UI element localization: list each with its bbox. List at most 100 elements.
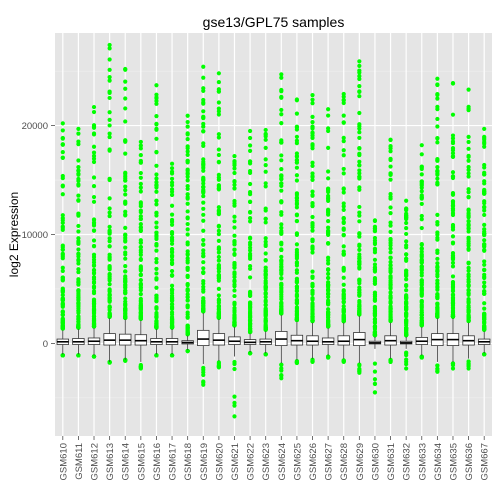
outlier-point	[123, 87, 127, 91]
outlier-point	[326, 261, 330, 265]
outlier-point	[108, 298, 112, 302]
outlier-point	[248, 241, 252, 245]
outlier-point	[373, 218, 377, 222]
outlier-point	[482, 208, 486, 212]
outlier-point	[123, 252, 127, 256]
outlier-point	[482, 249, 486, 253]
outlier-point	[451, 302, 455, 306]
outlier-point	[295, 307, 299, 311]
outlier-point	[201, 109, 205, 113]
outlier-point	[373, 390, 377, 394]
outlier-point	[139, 305, 143, 309]
outlier-point	[279, 248, 283, 252]
outlier-point	[154, 260, 158, 264]
outlier-point	[326, 113, 330, 117]
outlier-point	[466, 366, 470, 370]
outlier-point	[61, 142, 65, 146]
outlier-point	[326, 230, 330, 234]
outlier-point	[201, 260, 205, 264]
outlier-point	[248, 314, 252, 318]
outlier-point	[186, 196, 190, 200]
outlier-point	[170, 321, 174, 325]
outlier-point	[373, 317, 377, 321]
outlier-point	[310, 290, 314, 294]
outlier-point	[108, 225, 112, 229]
outlier-point	[217, 224, 221, 228]
outlier-point	[482, 263, 486, 267]
outlier-point	[388, 157, 392, 161]
outlier-point	[217, 173, 221, 177]
outlier-point	[217, 71, 221, 75]
outlier-point	[186, 120, 190, 124]
outlier-point	[139, 245, 143, 249]
outlier-point	[326, 291, 330, 295]
outlier-point	[404, 331, 408, 335]
outlier-point	[170, 325, 174, 329]
outlier-point	[451, 313, 455, 317]
outlier-point	[76, 177, 80, 181]
outlier-point	[279, 158, 283, 162]
outlier-point	[76, 165, 80, 169]
outlier-point	[279, 376, 283, 380]
outlier-point	[342, 92, 346, 96]
outlier-point	[248, 291, 252, 295]
outlier-point	[435, 295, 439, 299]
outlier-point	[342, 190, 346, 194]
outlier-point	[295, 112, 299, 116]
outlier-point	[279, 121, 283, 125]
outlier-point	[388, 146, 392, 150]
outlier-point	[451, 298, 455, 302]
outlier-point	[357, 292, 361, 296]
outlier-point	[373, 258, 377, 262]
outlier-point	[139, 153, 143, 157]
outlier-point	[154, 271, 158, 275]
outlier-point	[92, 281, 96, 285]
outlier-point	[201, 213, 205, 217]
outlier-point	[139, 176, 143, 180]
outlier-point	[76, 199, 80, 203]
y-axis-ticks: 01000020000	[22, 121, 55, 350]
outlier-point	[170, 250, 174, 254]
x-tick-label: GSM623	[261, 443, 272, 481]
outlier-point	[139, 159, 143, 163]
outlier-point	[310, 276, 314, 280]
outlier-point	[404, 358, 408, 362]
x-tick-label: GSM613	[105, 443, 116, 481]
outlier-point	[388, 269, 392, 273]
x-tick-label: GSM620	[214, 443, 225, 481]
outlier-point	[139, 200, 143, 204]
outlier-point	[76, 288, 80, 292]
outlier-point	[357, 248, 361, 252]
outlier-point	[61, 327, 65, 331]
outlier-point	[154, 221, 158, 225]
outlier-point	[388, 230, 392, 234]
outlier-point	[451, 155, 455, 159]
outlier-point	[435, 157, 439, 161]
iqr-box	[104, 334, 116, 345]
outlier-point	[482, 273, 486, 277]
outlier-point	[232, 215, 236, 219]
outlier-point	[108, 110, 112, 114]
outlier-point	[76, 132, 80, 136]
outlier-point	[373, 262, 377, 266]
outlier-point	[310, 93, 314, 97]
outlier-point	[466, 274, 470, 278]
outlier-point	[264, 251, 268, 255]
outlier-point	[357, 302, 361, 306]
outlier-point	[388, 299, 392, 303]
outlier-point	[92, 244, 96, 248]
outlier-point	[373, 377, 377, 381]
outlier-point	[357, 288, 361, 292]
outlier-point	[482, 284, 486, 288]
outlier-point	[123, 239, 127, 243]
outlier-point	[92, 105, 96, 109]
outlier-point	[326, 219, 330, 223]
x-tick-label: GSM621	[230, 443, 241, 481]
outlier-point	[248, 267, 252, 271]
outlier-point	[466, 135, 470, 139]
outlier-point	[92, 268, 96, 272]
outlier-point	[404, 208, 408, 212]
outlier-point	[201, 129, 205, 133]
outlier-point	[92, 184, 96, 188]
outlier-point	[420, 165, 424, 169]
